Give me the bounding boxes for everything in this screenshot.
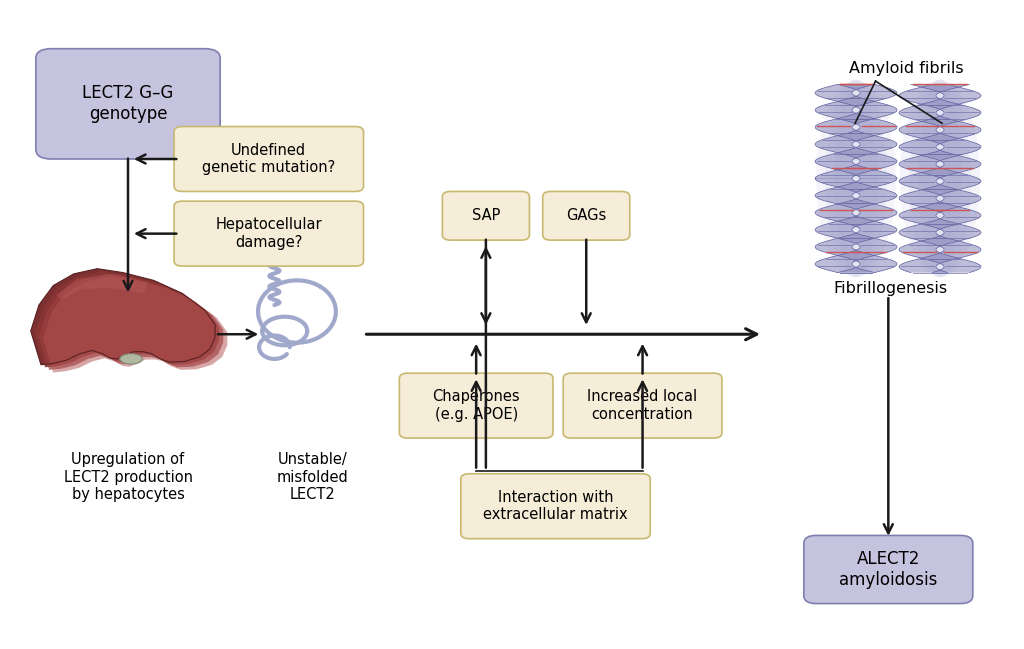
Text: Increased local
concentration: Increased local concentration <box>588 389 697 422</box>
FancyBboxPatch shape <box>563 373 722 438</box>
Ellipse shape <box>909 80 971 277</box>
FancyBboxPatch shape <box>442 191 529 240</box>
Text: SAP: SAP <box>472 208 500 223</box>
Polygon shape <box>39 274 223 370</box>
Text: Undefined
genetic mutation?: Undefined genetic mutation? <box>202 143 336 175</box>
FancyBboxPatch shape <box>36 49 220 159</box>
Ellipse shape <box>900 80 980 277</box>
FancyBboxPatch shape <box>804 535 973 604</box>
FancyBboxPatch shape <box>543 191 630 240</box>
Text: GAGs: GAGs <box>566 208 606 223</box>
Ellipse shape <box>835 80 878 277</box>
FancyBboxPatch shape <box>399 373 553 438</box>
FancyBboxPatch shape <box>174 127 364 191</box>
Ellipse shape <box>816 80 896 277</box>
Text: Unstable/
misfolded
LECT2: Unstable/ misfolded LECT2 <box>276 452 348 502</box>
Polygon shape <box>35 271 219 367</box>
Text: Upregulation of
LECT2 production
by hepatocytes: Upregulation of LECT2 production by hepa… <box>63 452 193 502</box>
Ellipse shape <box>120 354 142 364</box>
Ellipse shape <box>825 80 887 277</box>
FancyBboxPatch shape <box>461 474 650 539</box>
Text: Chaperones
(e.g. APOE): Chaperones (e.g. APOE) <box>432 389 520 422</box>
Ellipse shape <box>919 80 962 277</box>
Polygon shape <box>43 276 227 373</box>
Text: Hepatocellular
damage?: Hepatocellular damage? <box>215 217 323 250</box>
Polygon shape <box>56 274 148 300</box>
Text: ALECT2
amyloidosis: ALECT2 amyloidosis <box>839 550 938 589</box>
FancyBboxPatch shape <box>174 201 364 266</box>
Text: Amyloid fibrils: Amyloid fibrils <box>849 60 964 76</box>
Text: LECT2 G–G
genotype: LECT2 G–G genotype <box>82 84 174 123</box>
Polygon shape <box>31 269 215 365</box>
Text: Interaction with
extracellular matrix: Interaction with extracellular matrix <box>483 490 628 522</box>
Text: Fibrillogenesis: Fibrillogenesis <box>834 281 948 297</box>
